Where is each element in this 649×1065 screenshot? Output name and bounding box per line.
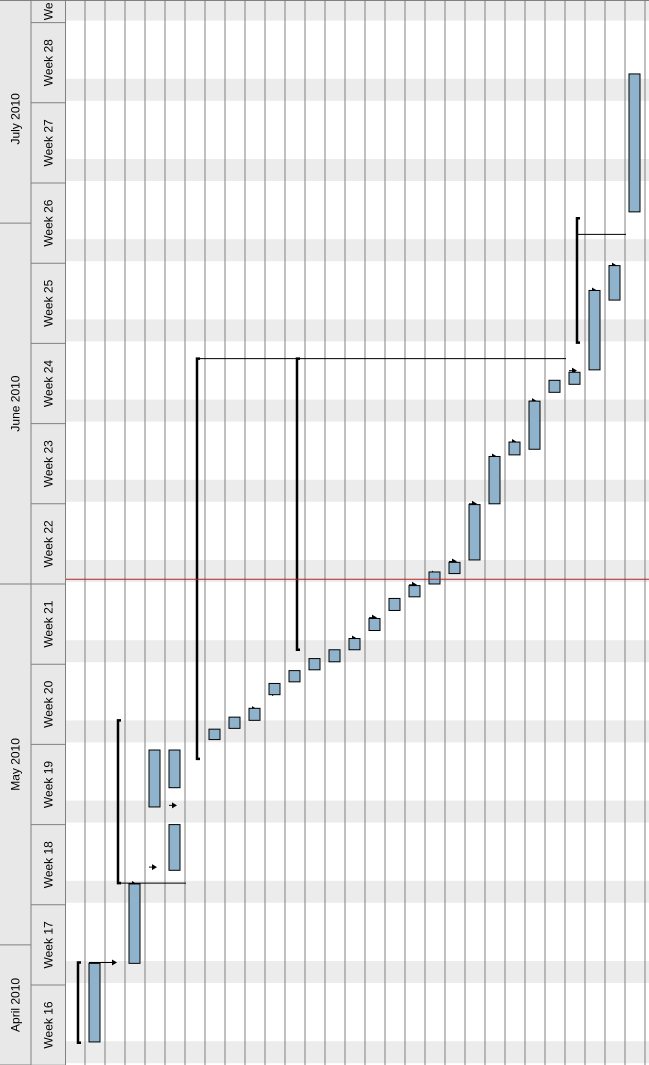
- task-bar: [308, 658, 321, 671]
- month-label: April 2010: [9, 978, 23, 1032]
- weekend-stripe: [66, 560, 649, 582]
- weekend-stripe: [66, 800, 649, 823]
- task-bar: [148, 749, 161, 808]
- task-bar: [268, 682, 281, 696]
- task-bar: [548, 379, 561, 393]
- task-bars: [88, 73, 641, 1043]
- task-bar: [208, 728, 221, 741]
- weekend-stripe: [66, 880, 649, 903]
- task-bar: [428, 571, 441, 585]
- task-bar: [328, 649, 341, 663]
- summary-bracket: [76, 961, 81, 1044]
- dependency-arrow: [172, 802, 177, 809]
- week-label: Week 21: [42, 600, 56, 647]
- task-bar: [288, 670, 301, 683]
- month-label: July 2010: [9, 93, 23, 145]
- task-bar: [368, 617, 381, 632]
- weekend-stripe: [66, 239, 649, 262]
- task-bar: [408, 585, 421, 598]
- weekend-stripe: [66, 961, 649, 983]
- task-bar: [168, 749, 181, 789]
- weekend-stripe: [66, 159, 649, 181]
- task-bar: [488, 455, 501, 505]
- summary-bracket: [575, 217, 580, 344]
- week-label: Week 20: [42, 680, 56, 727]
- summary-bracket: [116, 719, 121, 885]
- task-bar: [388, 597, 401, 611]
- summary-bracket: [195, 357, 200, 761]
- task-bar: [628, 73, 641, 213]
- weekend-stripe: [66, 78, 649, 101]
- week-label: Week 18: [42, 841, 56, 888]
- week-label: Week 24: [42, 360, 56, 407]
- task-bar: [128, 883, 141, 964]
- task-bar: [568, 371, 581, 385]
- week-label: Week 17: [42, 921, 56, 968]
- dependency-arrow: [112, 959, 117, 966]
- task-bar: [348, 638, 361, 651]
- task-bar: [508, 441, 521, 456]
- week-label: We: [42, 2, 56, 20]
- weekend-stripe: [66, 1041, 649, 1064]
- task-bar: [88, 962, 101, 1043]
- week-label: Week 25: [42, 279, 56, 326]
- week-label: Week 26: [42, 199, 56, 246]
- task-bar: [228, 716, 241, 729]
- summary-brackets: [76, 217, 580, 1044]
- task-bar: [248, 707, 261, 721]
- task-bar: [448, 561, 461, 575]
- dependency-arrow: [152, 864, 157, 871]
- weekend-stripe: [66, 0, 649, 21]
- month-label: June 2010: [9, 375, 23, 431]
- task-bar: [528, 400, 541, 450]
- weekend-stripe: [66, 399, 649, 422]
- task-bar: [588, 289, 601, 371]
- task-bar: [468, 504, 481, 561]
- task-bar: [168, 824, 181, 871]
- week-label: Week 16: [42, 1001, 56, 1048]
- week-label: Week 23: [42, 440, 56, 487]
- summary-bracket: [295, 357, 300, 652]
- task-bar: [608, 265, 621, 301]
- weekend-stripe: [66, 479, 649, 502]
- month-label: May 2010: [9, 738, 23, 791]
- row-stripes: [66, 0, 649, 1064]
- weekend-stripe: [66, 319, 649, 342]
- week-label: Week 27: [42, 119, 56, 166]
- week-label: Week 19: [42, 761, 56, 808]
- week-label: Week 28: [42, 39, 56, 86]
- weekend-stripe: [66, 640, 649, 663]
- header-background: [0, 0, 66, 1065]
- week-label: Week 22: [42, 520, 56, 567]
- weekend-stripe: [66, 720, 649, 743]
